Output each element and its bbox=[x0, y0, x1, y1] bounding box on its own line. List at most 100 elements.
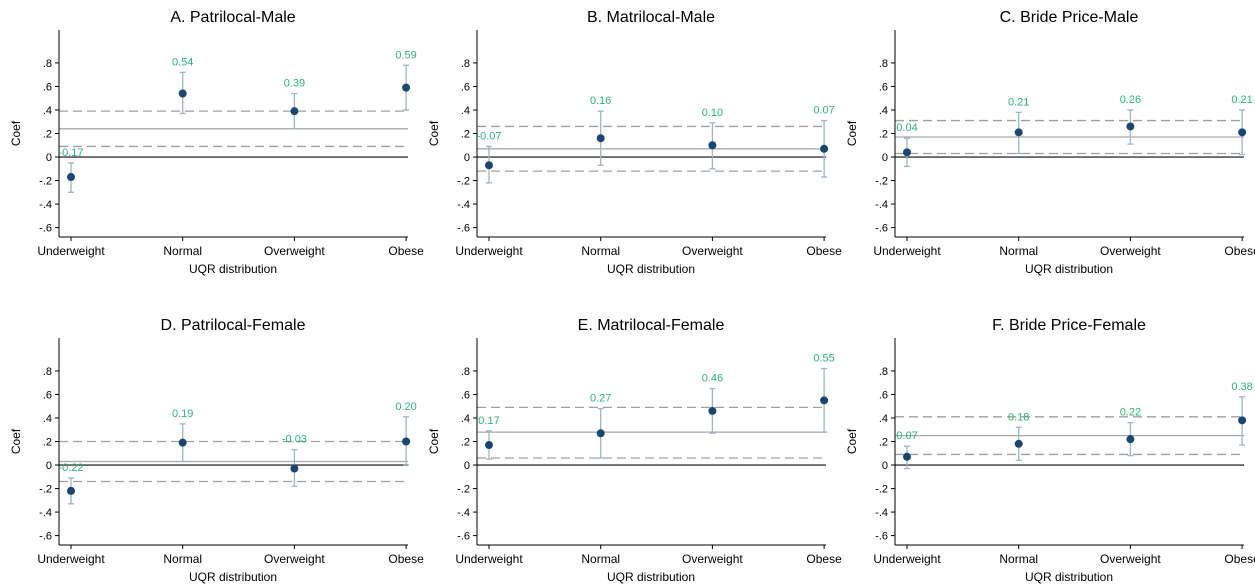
data-point bbox=[1238, 128, 1247, 137]
x-tick-label: Underweight bbox=[37, 552, 105, 566]
chart-panel: A. Patrilocal-Male .8 .6 .4 .2 0 -.2 -.4 -.6 Coef… bbox=[9, 9, 424, 276]
x-tick-label: Underweight bbox=[455, 244, 523, 258]
x-tick-label: Normal bbox=[999, 552, 1038, 566]
data-label: 0.26 bbox=[1120, 94, 1141, 106]
chart-title: C. Bride Price-Male bbox=[1000, 9, 1139, 26]
data-label: 0.46 bbox=[702, 373, 723, 385]
y-tick-label: 0 bbox=[464, 460, 470, 472]
data-label: 0.21 bbox=[1008, 96, 1029, 108]
x-tick-label: Normal bbox=[581, 244, 620, 258]
chart-title: B. Matrilocal-Male bbox=[587, 9, 715, 26]
data-label: 0.27 bbox=[590, 393, 611, 405]
data-label: 0.20 bbox=[395, 401, 416, 413]
y-tick-label: -.2 bbox=[457, 484, 470, 496]
y-tick-label: -.4 bbox=[39, 199, 52, 211]
data-point bbox=[178, 89, 187, 98]
y-tick-label: -.6 bbox=[457, 223, 470, 235]
y-tick-label: -.4 bbox=[39, 507, 52, 519]
data-label: 0.10 bbox=[702, 107, 723, 119]
data-point bbox=[67, 173, 75, 182]
x-tick-label: Overweight bbox=[1100, 552, 1161, 566]
chart-title: E. Matrilocal-Female bbox=[578, 317, 725, 334]
y-axis-label: Coef bbox=[427, 428, 441, 454]
data-label: 0.07 bbox=[813, 105, 834, 117]
y-tick-label: .2 bbox=[43, 129, 52, 141]
data-point bbox=[485, 161, 493, 170]
x-axis-label: UQR distribution bbox=[1025, 262, 1113, 276]
data-label: 0.07 bbox=[896, 430, 917, 442]
data-point bbox=[1238, 416, 1247, 425]
x-tick-label: Normal bbox=[581, 552, 620, 566]
data-label: 0.54 bbox=[172, 56, 193, 68]
y-tick-label: -.2 bbox=[39, 484, 52, 496]
data-point bbox=[485, 441, 493, 450]
chart-title: A. Patrilocal-Male bbox=[170, 9, 295, 26]
data-point bbox=[820, 396, 829, 405]
y-tick-label: 0 bbox=[46, 152, 52, 164]
y-tick-label: -.6 bbox=[875, 223, 888, 235]
y-tick-label: .8 bbox=[879, 366, 888, 378]
data-point bbox=[290, 464, 299, 473]
data-label: 0.39 bbox=[284, 78, 305, 90]
x-axis-label: UQR distribution bbox=[607, 570, 695, 584]
data-label: 0.19 bbox=[172, 408, 193, 420]
y-tick-label: .8 bbox=[43, 366, 52, 378]
y-tick-label: 0 bbox=[882, 460, 888, 472]
y-tick-label: .4 bbox=[43, 105, 52, 117]
x-tick-label: Obese bbox=[388, 244, 424, 258]
y-tick-label: .6 bbox=[879, 389, 888, 401]
y-tick-label: .2 bbox=[43, 437, 52, 449]
y-tick-label: .4 bbox=[43, 413, 52, 425]
x-tick-label: Normal bbox=[999, 244, 1038, 258]
x-axis-label: UQR distribution bbox=[1025, 570, 1113, 584]
y-tick-label: 0 bbox=[46, 460, 52, 472]
data-label: 0.22 bbox=[1120, 407, 1141, 419]
x-tick-label: Overweight bbox=[264, 552, 325, 566]
chart-panel: D. Patrilocal-Female .8 .6 .4 .2 0 -.2 -.4 -.6 Co… bbox=[9, 317, 424, 584]
y-tick-label: -.6 bbox=[457, 531, 470, 543]
y-tick-label: .2 bbox=[461, 129, 470, 141]
data-point bbox=[1126, 435, 1135, 444]
y-tick-label: .2 bbox=[879, 129, 888, 141]
y-tick-label: -.6 bbox=[39, 223, 52, 235]
y-tick-label: -.2 bbox=[457, 176, 470, 188]
x-tick-label: Normal bbox=[163, 244, 202, 258]
y-tick-label: -.6 bbox=[875, 531, 888, 543]
y-axis-label: Coef bbox=[9, 120, 23, 146]
data-label: 0.04 bbox=[896, 122, 917, 134]
chart-panel: C. Bride Price-Male .8 .6 .4 .2 0 -.2 -.4 -.6 Coe… bbox=[845, 9, 1255, 276]
data-point bbox=[67, 486, 75, 495]
x-tick-label: Obese bbox=[806, 552, 842, 566]
data-point bbox=[1014, 128, 1023, 137]
data-point bbox=[402, 437, 411, 446]
data-point bbox=[596, 429, 605, 438]
x-axis-label: UQR distribution bbox=[607, 262, 695, 276]
y-tick-label: .6 bbox=[879, 81, 888, 93]
y-tick-label: .2 bbox=[879, 437, 888, 449]
x-tick-label: Underweight bbox=[873, 244, 941, 258]
x-tick-label: Overweight bbox=[682, 244, 743, 258]
data-label: 0.38 bbox=[1231, 381, 1252, 393]
data-point bbox=[903, 452, 911, 461]
data-label: -0.03 bbox=[282, 434, 307, 446]
x-tick-label: Overweight bbox=[264, 244, 325, 258]
y-tick-label: .8 bbox=[461, 366, 470, 378]
data-point bbox=[178, 438, 187, 447]
y-tick-label: -.4 bbox=[875, 507, 888, 519]
y-axis-label: Coef bbox=[845, 120, 859, 146]
data-point bbox=[708, 406, 717, 415]
x-tick-label: Obese bbox=[388, 552, 424, 566]
y-tick-label: .2 bbox=[461, 437, 470, 449]
y-tick-label: .6 bbox=[43, 81, 52, 93]
y-tick-label: -.2 bbox=[875, 176, 888, 188]
data-point bbox=[820, 144, 829, 153]
data-label: 0.21 bbox=[1231, 94, 1252, 106]
x-axis-label: UQR distribution bbox=[189, 570, 277, 584]
x-tick-label: Overweight bbox=[1100, 244, 1161, 258]
data-label: 0.17 bbox=[478, 415, 499, 427]
y-tick-label: .6 bbox=[461, 81, 470, 93]
data-label: -0.07 bbox=[476, 130, 501, 142]
y-axis-label: Coef bbox=[845, 428, 859, 454]
y-tick-label: .8 bbox=[461, 58, 470, 70]
